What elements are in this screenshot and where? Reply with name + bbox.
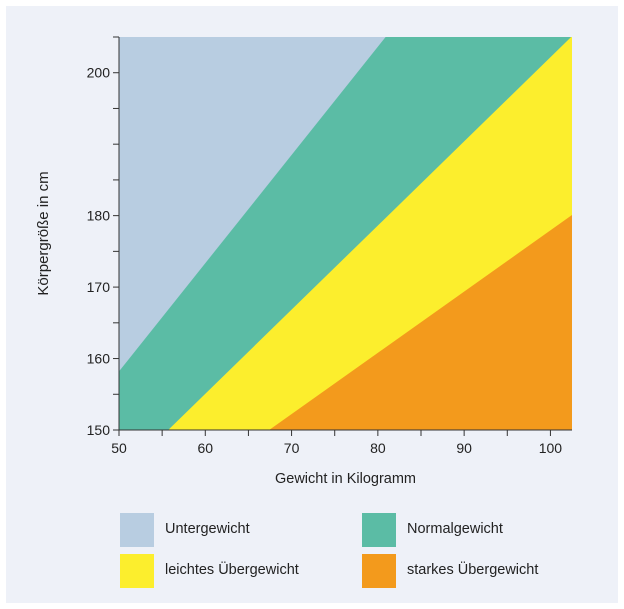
x-tick-label: 60 xyxy=(197,440,213,456)
y-tick-label: 150 xyxy=(87,422,111,438)
y-tick-label: 170 xyxy=(87,279,111,295)
x-tick-label: 90 xyxy=(456,440,472,456)
legend-swatch xyxy=(362,513,396,547)
legend-label: Untergewicht xyxy=(165,521,250,537)
x-tick-label: 50 xyxy=(111,440,127,456)
y-axis-label: Körpergröße in cm xyxy=(35,171,52,295)
x-tick-label: 70 xyxy=(284,440,300,456)
x-axis-label: Gewicht in Kilogramm xyxy=(275,471,416,487)
region-starkes-übergewicht xyxy=(269,215,572,430)
y-tick-label: 200 xyxy=(87,65,111,81)
legend-swatch xyxy=(120,554,154,588)
legend-swatch xyxy=(362,554,396,588)
x-tick-label: 80 xyxy=(370,440,386,456)
chart-regions xyxy=(119,37,572,430)
chart-axes: 50 60 70 80 90 100 150 160 170 180 200 xyxy=(87,36,572,456)
y-tick-label: 160 xyxy=(87,351,111,367)
legend-swatch xyxy=(120,513,154,547)
y-tick-label: 180 xyxy=(87,208,111,224)
chart-svg: 50 60 70 80 90 100 150 160 170 180 200 Gewicht in … xyxy=(35,36,572,487)
legend-label: starkes Übergewicht xyxy=(407,562,539,578)
legend-label: leichtes Übergewicht xyxy=(165,562,299,578)
chart-panel: 50 60 70 80 90 100 150 160 170 180 200 Gewicht in … xyxy=(6,6,618,603)
legend-label: Normalgewicht xyxy=(407,521,503,537)
x-tick-label: 100 xyxy=(539,440,563,456)
